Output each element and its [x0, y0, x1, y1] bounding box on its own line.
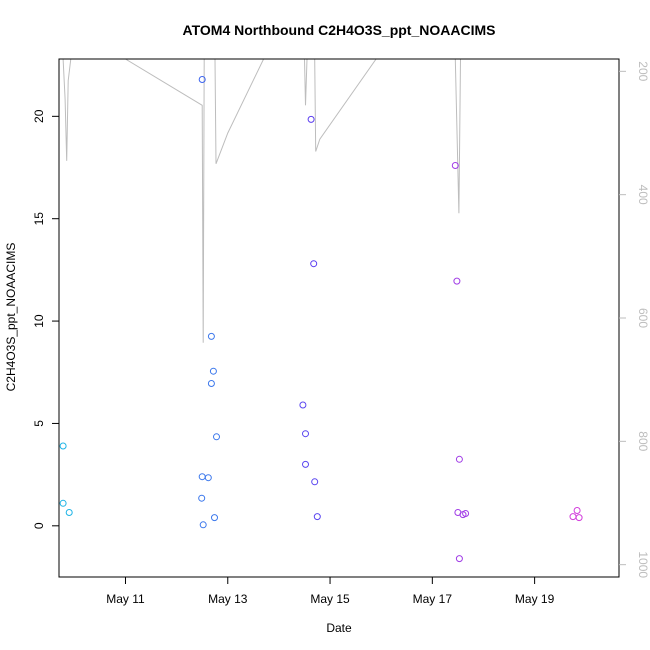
- data-point: [569, 513, 577, 521]
- data-point: [302, 430, 309, 438]
- plot-area: [59, 58, 583, 563]
- data-point: [204, 474, 212, 482]
- data-point: [213, 433, 220, 441]
- data-point: [573, 507, 581, 514]
- y-tick-label: 10: [32, 314, 46, 328]
- chart-title: ATOM4 Northbound C2H4O3S_ppt_NOAACIMS: [183, 22, 496, 38]
- y-tick-label: 5: [32, 420, 46, 427]
- data-point: [211, 514, 218, 522]
- data-point: [65, 509, 73, 516]
- data-point: [307, 115, 315, 123]
- x-tick-label: May 19: [515, 592, 555, 606]
- data-point: [462, 510, 470, 517]
- data-point: [451, 162, 459, 169]
- data-point: [455, 455, 463, 463]
- data-point: [207, 380, 215, 387]
- y2-tick-label: 1000: [636, 551, 650, 578]
- data-point: [311, 478, 319, 486]
- data-point: [299, 401, 307, 409]
- pressure-trace-line: [62, 58, 461, 343]
- data-point: [575, 514, 583, 522]
- data-point: [198, 494, 206, 502]
- data-point: [455, 555, 463, 563]
- y-tick-label: 20: [32, 109, 46, 123]
- y-tick-label: 15: [32, 212, 46, 226]
- y-axis-label: C2H4O3S_ppt_NOAACIMS: [4, 243, 18, 392]
- data-point: [198, 76, 206, 83]
- x-axis-label: Date: [326, 621, 352, 635]
- x-tick-label: May 13: [208, 592, 248, 606]
- data-point: [313, 513, 321, 521]
- data-point: [207, 332, 215, 340]
- x-tick-label: May 15: [310, 592, 350, 606]
- plot-frame: [58, 58, 620, 578]
- data-point: [209, 367, 217, 375]
- data-point: [59, 442, 67, 450]
- y2-tick-label: 600: [636, 308, 650, 328]
- data-point: [198, 473, 206, 481]
- data-point: [199, 521, 207, 529]
- y2-tick-label: 800: [636, 431, 650, 451]
- data-point: [310, 260, 318, 268]
- y2-tick-label: 400: [636, 185, 650, 205]
- data-point: [453, 277, 461, 285]
- data-point: [302, 460, 309, 468]
- x-tick-label: May 17: [413, 592, 453, 606]
- y-tick-label: 0: [32, 522, 46, 529]
- x-tick-label: May 11: [106, 592, 145, 606]
- data-point: [59, 499, 67, 507]
- y2-tick-label: 200: [636, 61, 650, 81]
